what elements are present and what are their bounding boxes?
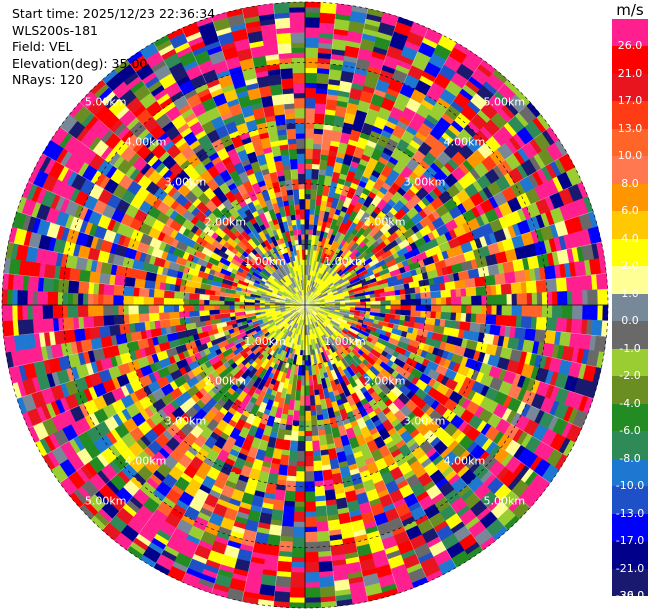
- colorbar-segment: [612, 101, 648, 130]
- colorbar-tick-label: -13.0: [615, 506, 645, 520]
- velocity-field: [1, 1, 609, 609]
- colorbar-segment: [612, 46, 648, 75]
- instrument-name: WLS200s-181: [12, 22, 98, 38]
- range-ring-label: 2.00km: [364, 215, 406, 228]
- ray-count: NRays: 120: [12, 72, 84, 87]
- colorbar-segment: [612, 486, 648, 515]
- colorbar-segment: [612, 458, 648, 487]
- colorbar-tick-label: 21.0: [617, 66, 643, 80]
- colorbar-tick-label: -1.0: [619, 341, 641, 355]
- colorbar-segment: [612, 321, 648, 350]
- colorbar-segment: [612, 19, 648, 47]
- colorbar-tick-label: -8.0: [619, 451, 641, 465]
- range-ring-label: 2.00km: [205, 375, 247, 388]
- elevation: Elevation(deg): 35.00: [12, 55, 148, 71]
- colorbar-tick-label: 0.0: [621, 314, 639, 328]
- colorbar-tick-label: 17.0: [617, 94, 643, 108]
- colorbar-tick-label: -21.0: [615, 561, 645, 575]
- range-ring-label: 5.00km: [85, 96, 127, 109]
- colorbar-segment: [612, 568, 648, 597]
- colorbar-unit: m/s: [616, 1, 644, 19]
- colorbar-tick-label: -10.0: [615, 479, 645, 493]
- colorbar-tick-label: -30.0: [615, 589, 645, 602]
- range-ring-label: 3.00km: [404, 415, 446, 428]
- range-ring-label: 4.00km: [444, 454, 486, 467]
- range-ring-label: 3.00km: [404, 175, 446, 188]
- colorbar-segment: [612, 266, 648, 295]
- colorbar-tick-label: -2.0: [619, 369, 641, 383]
- colorbar-tick-label: -17.0: [615, 534, 645, 548]
- colorbar-segment: [612, 128, 648, 157]
- scan-info: Start time: 2025/12/23 22:36:34 WLS200s-…: [12, 6, 215, 89]
- range-ring-label: 4.00km: [125, 454, 167, 467]
- range-ring-label: 5.00km: [484, 96, 526, 109]
- colorbar-tick-label: 13.0: [617, 121, 643, 135]
- colorbar-tick-label: 10.0: [617, 149, 643, 163]
- colorbar-segment: [612, 293, 648, 322]
- colorbar-segment: [612, 513, 648, 542]
- range-ring-label: 1.00km: [244, 335, 286, 348]
- colorbar-segment: [612, 238, 648, 267]
- colorbar-tick-label: -6.0: [619, 424, 641, 438]
- colorbar-segment: [612, 403, 648, 432]
- colorbar-segment: [612, 211, 648, 240]
- start-time: Start time: 2025/12/23 22:36:34: [12, 6, 216, 21]
- colorbar-segment: [612, 156, 648, 185]
- range-ring-label: 5.00km: [484, 494, 526, 507]
- range-ring-label: 2.00km: [364, 375, 406, 388]
- colorbar-tick-label: 4.0: [621, 231, 639, 245]
- range-ring-label: 1.00km: [324, 255, 366, 268]
- radar-ppi-plot: 1.00km 1.00km 1.00km 1.00km 2.00km 2.00km 2.00…: [1, 1, 609, 609]
- colorbar-tick-label: 26.0: [617, 39, 643, 53]
- range-ring-label: 3.00km: [165, 175, 207, 188]
- colorbar-segment: [612, 541, 648, 570]
- range-ring-label: 2.00km: [205, 215, 247, 228]
- colorbar-segment: [612, 73, 648, 102]
- range-ring-labels: 1.00km 1.00km 1.00km 1.00km 2.00km 2.00km 2.00…: [85, 96, 525, 508]
- range-ring-label: 4.00km: [444, 136, 486, 149]
- colorbar-tick-label: -26.0: [615, 589, 645, 602]
- colorbar-segment: [612, 348, 648, 377]
- range-ring-label: 1.00km: [324, 335, 366, 348]
- range-ring-label: 1.00km: [244, 255, 286, 268]
- range-ring-label: 5.00km: [85, 494, 127, 507]
- colorbar-tick-label: 2.0: [621, 259, 639, 273]
- range-ring-label: 3.00km: [165, 415, 207, 428]
- colorbar-segment: [612, 183, 648, 212]
- colorbar-segment: [612, 431, 648, 460]
- colorbar-segment: [612, 376, 648, 405]
- colorbar-tick-label: 8.0: [621, 176, 639, 190]
- range-ring-label: 4.00km: [125, 136, 167, 149]
- range-rings: [1, 1, 609, 609]
- colorbar-tick-label: 6.0: [621, 204, 639, 218]
- field-name: Field: VEL: [12, 39, 73, 54]
- colorbar-tick-label: -4.0: [619, 396, 641, 410]
- colorbar-tick-label: 1.0: [621, 286, 639, 300]
